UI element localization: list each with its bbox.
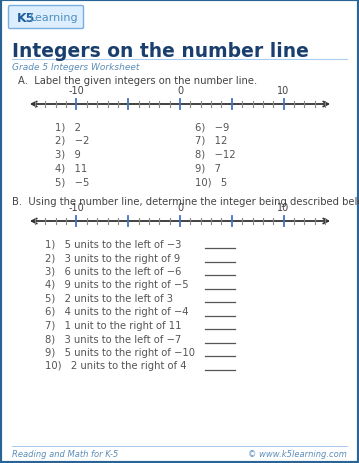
- Text: -10: -10: [69, 86, 84, 96]
- Text: B.  Using the number line, determine the integer being described below.: B. Using the number line, determine the …: [12, 197, 359, 206]
- Text: -10: -10: [69, 202, 84, 213]
- Text: 7)   1 unit to the right of 11: 7) 1 unit to the right of 11: [45, 320, 182, 330]
- Text: 10)   2 units to the right of 4: 10) 2 units to the right of 4: [45, 361, 186, 371]
- Text: 6)   −9: 6) −9: [195, 122, 229, 131]
- Text: Grade 5 Integers Worksheet: Grade 5 Integers Worksheet: [12, 63, 139, 72]
- Text: 8)   3 units to the left of −7: 8) 3 units to the left of −7: [45, 334, 181, 344]
- Text: 10)   5: 10) 5: [195, 178, 227, 188]
- Text: 0: 0: [177, 86, 183, 96]
- Text: K5: K5: [17, 12, 36, 25]
- FancyBboxPatch shape: [9, 6, 84, 30]
- Text: 6)   4 units to the right of −4: 6) 4 units to the right of −4: [45, 307, 188, 317]
- Text: 1)   2: 1) 2: [55, 122, 81, 131]
- Text: 3)   9: 3) 9: [55, 150, 81, 160]
- Text: 1)   5 units to the left of −3: 1) 5 units to the left of −3: [45, 239, 181, 250]
- Text: 0: 0: [177, 202, 183, 213]
- Text: A.  Label the given integers on the number line.: A. Label the given integers on the numbe…: [18, 76, 257, 86]
- Text: 10: 10: [278, 86, 290, 96]
- Text: Reading and Math for K-5: Reading and Math for K-5: [12, 449, 118, 458]
- Text: 5)   2 units to the left of 3: 5) 2 units to the left of 3: [45, 294, 173, 303]
- Text: 8)   −12: 8) −12: [195, 150, 236, 160]
- Text: 4)   11: 4) 11: [55, 163, 87, 174]
- Text: 5)   −5: 5) −5: [55, 178, 89, 188]
- Text: 2)   3 units to the right of 9: 2) 3 units to the right of 9: [45, 253, 180, 263]
- Text: 3)   6 units to the left of −6: 3) 6 units to the left of −6: [45, 266, 181, 276]
- Text: 10: 10: [278, 202, 290, 213]
- Text: Learning: Learning: [30, 13, 79, 23]
- Text: 7)   12: 7) 12: [195, 136, 227, 146]
- Text: 9)   7: 9) 7: [195, 163, 221, 174]
- Text: Integers on the number line: Integers on the number line: [12, 42, 309, 61]
- Text: 2)   −2: 2) −2: [55, 136, 89, 146]
- Text: 9)   5 units to the right of −10: 9) 5 units to the right of −10: [45, 347, 195, 357]
- Text: © www.k5learning.com: © www.k5learning.com: [248, 449, 347, 458]
- Text: 4)   9 units to the right of −5: 4) 9 units to the right of −5: [45, 280, 188, 290]
